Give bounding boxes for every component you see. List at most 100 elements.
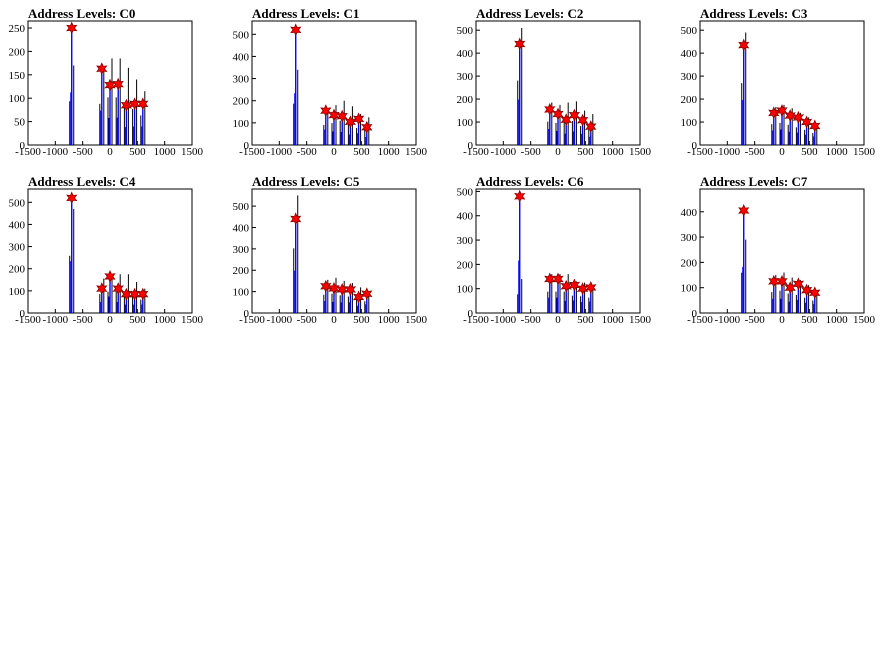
- y-tick-label: 250: [9, 23, 26, 35]
- x-tick-label: 0: [107, 146, 113, 158]
- chart-title: Address Levels: C4: [28, 174, 136, 189]
- y-tick-label: 300: [681, 232, 698, 244]
- x-tick-label: -500: [297, 314, 318, 326]
- peak-marker: [352, 112, 365, 126]
- x-tick-label: 1000: [826, 146, 849, 158]
- y-tick-label: 200: [233, 96, 250, 108]
- x-tick-label: 1500: [181, 146, 204, 158]
- x-tick-label: -1000: [42, 314, 68, 326]
- peak-marker: [320, 279, 332, 293]
- x-tick-label: 500: [577, 146, 594, 158]
- peak-marker: [361, 120, 373, 134]
- histogram-panel: Address Levels: C5 -1500 -1000 -500 0 500 1000…: [224, 168, 448, 336]
- peak-marker: [560, 113, 572, 127]
- y-tick-label: 0: [692, 140, 698, 152]
- y-tick-label: 300: [233, 74, 250, 86]
- x-tick-label: 1000: [378, 314, 401, 326]
- peak-marker: [66, 191, 78, 205]
- histogram-svg: -1500 -1000 -500 0 500 1000 1500 0 100 200 300 400 5…: [681, 20, 876, 158]
- y-tick-label: 500: [457, 25, 474, 37]
- peak-marker: [96, 282, 108, 296]
- y-tick-label: 200: [233, 265, 250, 277]
- x-tick-label: -500: [521, 146, 542, 158]
- histogram-panel: Address Levels: C6 -1500 -1000 -500 0 500 1000…: [448, 168, 672, 336]
- peak-marker: [137, 97, 149, 111]
- x-tick-label: -1500: [687, 314, 713, 326]
- y-tick-label: 500: [9, 197, 26, 209]
- y-tick-label: 100: [457, 284, 474, 296]
- x-tick-label: 1000: [826, 314, 849, 326]
- peak-marker: [137, 287, 149, 301]
- peak-marker: [328, 281, 340, 295]
- x-tick-label: 500: [577, 314, 594, 326]
- peak-marker: [290, 212, 302, 226]
- peak-marker: [776, 274, 788, 288]
- x-tick-label: -500: [73, 146, 94, 158]
- y-tick-label: 200: [457, 259, 474, 271]
- peak-marker: [104, 270, 116, 283]
- y-tick-label: 400: [9, 219, 26, 231]
- y-tick-label: 300: [457, 71, 474, 83]
- peak-marker: [290, 23, 302, 37]
- x-tick-label: 1500: [853, 314, 876, 326]
- y-tick-label: 400: [457, 211, 474, 223]
- y-tick-label: 0: [468, 140, 474, 152]
- x-tick-label: -1500: [15, 146, 41, 158]
- histogram-panel: Address Levels: C0 -1500 -1000 -500 0 500 1000…: [0, 0, 224, 168]
- x-tick-label: -1000: [266, 146, 292, 158]
- peak-marker: [585, 120, 597, 134]
- x-tick-label: 500: [801, 314, 818, 326]
- chart-title: Address Levels: C6: [476, 174, 584, 189]
- y-tick-label: 0: [468, 308, 474, 320]
- x-tick-label: 1000: [602, 314, 625, 326]
- x-tick-label: 1500: [853, 146, 876, 158]
- y-tick-label: 500: [233, 201, 250, 213]
- peak-marker: [776, 104, 788, 118]
- x-tick-label: -1500: [687, 146, 713, 158]
- x-tick-label: 500: [129, 146, 146, 158]
- peak-marker: [96, 62, 108, 76]
- histogram-svg: -1500 -1000 -500 0 500 1000 1500 0 100 200 300 400 5…: [233, 188, 428, 326]
- y-tick-label: 50: [14, 117, 26, 129]
- x-tick-label: 1000: [154, 314, 177, 326]
- x-tick-label: 0: [331, 146, 337, 158]
- x-tick-label: -1000: [42, 146, 68, 158]
- x-tick-label: -1000: [266, 314, 292, 326]
- x-tick-label: 0: [779, 314, 785, 326]
- peak-marker: [576, 113, 589, 127]
- x-tick-label: -500: [745, 146, 766, 158]
- histogram-panel: Address Levels: C2 -1500 -1000 -500 0 500 1000…: [448, 0, 672, 168]
- x-tick-label: -1500: [239, 146, 265, 158]
- y-tick-label: 150: [9, 70, 26, 82]
- y-tick-label: 100: [681, 283, 698, 295]
- histogram-panel: Address Levels: C7 -1500 -1000 -500 0 500 1000…: [672, 168, 896, 336]
- peak-marker: [809, 286, 821, 300]
- histogram-grid: Address Levels: C0 -1500 -1000 -500 0 500 1000…: [0, 0, 896, 336]
- y-tick-label: 100: [9, 93, 26, 105]
- peak-marker: [120, 287, 133, 301]
- y-tick-label: 0: [244, 308, 250, 320]
- x-tick-label: 0: [779, 146, 785, 158]
- y-tick-label: 100: [233, 287, 250, 299]
- chart-title: Address Levels: C3: [700, 6, 808, 21]
- peak-marker: [514, 37, 526, 51]
- peak-marker: [514, 189, 526, 203]
- y-tick-label: 400: [233, 51, 250, 63]
- peak-marker: [344, 283, 357, 296]
- peak-marker: [328, 108, 340, 122]
- y-tick-label: 200: [681, 257, 698, 269]
- x-tick-label: 500: [353, 146, 370, 158]
- histogram-svg: -1500 -1000 -500 0 500 1000 1500 0 50 100 150 200 25…: [9, 20, 204, 158]
- y-tick-label: 300: [9, 242, 26, 254]
- x-tick-label: 1000: [602, 146, 625, 158]
- x-tick-label: -500: [297, 146, 318, 158]
- y-tick-label: 0: [244, 140, 250, 152]
- peak-marker: [738, 38, 750, 52]
- histogram-panel: Address Levels: C4 -1500 -1000 -500 0 500 1000…: [0, 168, 224, 336]
- peak-marker: [112, 77, 124, 91]
- peak-marker: [800, 115, 813, 129]
- chart-title: Address Levels: C1: [252, 6, 360, 21]
- y-tick-label: 0: [20, 308, 26, 320]
- y-tick-label: 500: [233, 29, 250, 41]
- x-tick-label: 0: [331, 314, 337, 326]
